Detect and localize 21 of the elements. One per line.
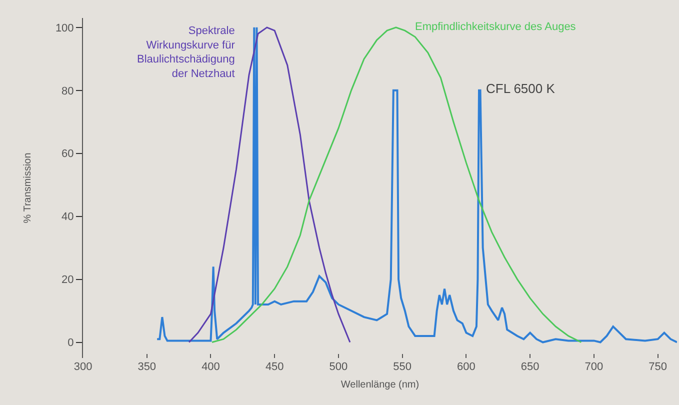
- x-tick-label: 650: [520, 361, 540, 373]
- annotation: CFL 6500 K: [486, 81, 556, 96]
- x-tick-label: 600: [457, 361, 476, 373]
- x-tick-label: 400: [202, 361, 220, 373]
- x-tick-label: 300: [74, 361, 92, 373]
- y-tick-label: 80: [62, 85, 74, 98]
- y-tick-label: 100: [55, 22, 74, 34]
- x-tick-label: 700: [584, 361, 604, 373]
- x-tick-label: 450: [265, 361, 284, 373]
- x-tick-label: 500: [329, 361, 348, 373]
- y-tick-label: 60: [62, 148, 74, 160]
- y-axis-title: % Transmission: [22, 152, 34, 224]
- series-label: Spektrale Wirkungskurve für Blaulichtschädigung der Netzhaut: [137, 25, 236, 80]
- y-tick-label: 40: [62, 211, 74, 224]
- x-axis-title: Wellenlänge (nm): [340, 380, 420, 390]
- y-tick-label: 0: [68, 337, 74, 350]
- y-tick-label: 20: [62, 274, 74, 286]
- x-tick-label: 750: [648, 361, 668, 373]
- x-tick-label: 550: [393, 361, 412, 373]
- series-label: Empfindlichkeitskurve des Auges: [415, 21, 576, 33]
- x-tick-label: 350: [138, 361, 156, 373]
